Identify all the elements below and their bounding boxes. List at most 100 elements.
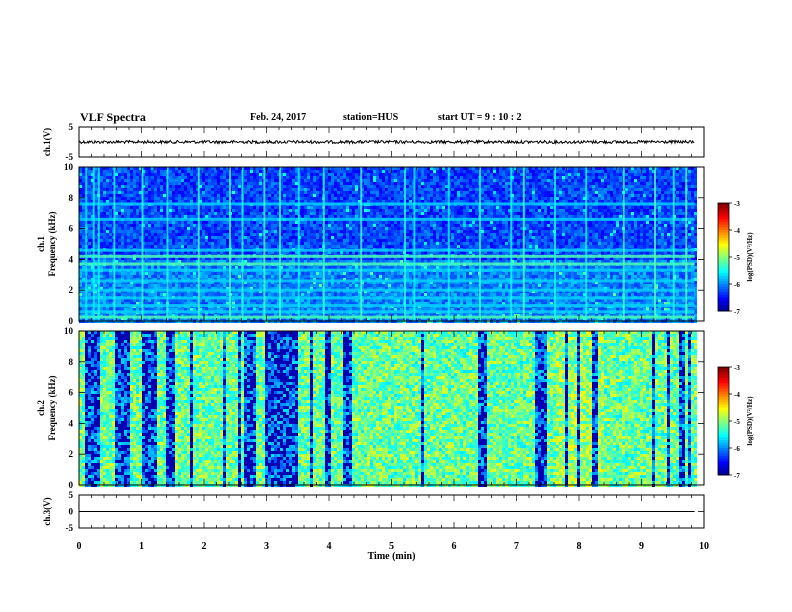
ch1-spectrogram-cell	[157, 179, 160, 182]
ch1-spectrogram-cell	[157, 185, 160, 188]
ch1-spectrogram-cell	[217, 212, 220, 215]
ch1-spectrogram-cell	[316, 173, 319, 176]
ch1-spectrogram-cell	[313, 293, 316, 296]
ch1-spectrogram-cell	[130, 242, 133, 245]
ch1-spectrogram-cell	[157, 224, 160, 227]
ch1-spectrogram-cell	[100, 167, 103, 170]
ch1-spectrogram-cell	[256, 224, 259, 227]
ch1-spectrogram-cell	[334, 284, 337, 287]
ch1-spectrogram-cell	[232, 251, 235, 254]
ch1-spectrogram-cell	[247, 173, 250, 176]
ch1-spectrogram-cell	[286, 176, 289, 179]
ch1-spectrogram-cell	[121, 287, 124, 290]
ch1-spectrogram-cell	[238, 293, 241, 296]
ch1-spectrogram-cell	[265, 233, 268, 236]
ch1-spectrogram-cell	[289, 170, 292, 173]
ch1-spectrogram-cell	[121, 194, 124, 197]
ch1-spectrogram-cell	[352, 272, 355, 275]
ch1-spectrogram-cell	[247, 236, 250, 239]
ch1-spectrogram-cell	[94, 251, 97, 254]
ch1-spectrogram-cell	[259, 260, 262, 263]
ch1-spectrogram-cell	[118, 212, 121, 215]
ch1-spectrogram-cell	[184, 239, 187, 242]
ch1-spectrogram-cell	[295, 272, 298, 275]
ch1-spectrogram-cell	[295, 194, 298, 197]
ch1-spectrogram-cell	[178, 275, 181, 278]
ch1-spectrogram-cell	[79, 224, 82, 227]
ch1-spectrogram-cell	[151, 287, 154, 290]
ch1-spectrogram-cell	[181, 212, 184, 215]
ch1-spectrogram-cell	[292, 230, 295, 233]
ch1-spectrogram-cell	[226, 251, 229, 254]
ch1-spectrogram-cell	[181, 275, 184, 278]
ch1-spectrogram-cell	[127, 185, 130, 188]
ch1-spectrogram-cell	[265, 185, 268, 188]
ch1-spectrogram-cell	[136, 284, 139, 287]
ch1-spectrogram-cell	[256, 215, 259, 218]
ch1-spectrogram-cell	[193, 242, 196, 245]
ch1-spectrogram-cell	[148, 191, 151, 194]
ch1-spectrogram-cell	[175, 191, 178, 194]
ch1-spectrogram-cell	[196, 224, 199, 227]
ch1-spectrogram-cell	[154, 239, 157, 242]
ch1-spectrogram-cell	[184, 227, 187, 230]
ch1-spectrogram-cell	[307, 299, 310, 302]
ch1-spectrogram-cell	[187, 287, 190, 290]
ch1-spectrogram-cell	[355, 206, 358, 209]
ch1-spectrogram-cell	[187, 197, 190, 200]
ch1-spectrogram-cell	[88, 191, 91, 194]
ch1-spectrogram-cell	[79, 233, 82, 236]
ch1-spectrogram-cell	[235, 260, 238, 263]
ch1-spectrogram-cell	[223, 167, 226, 170]
ch1-spectrogram-cell	[313, 242, 316, 245]
ch1-spectrogram-cell	[250, 179, 253, 182]
ch1-spectrogram-cell	[160, 260, 163, 263]
ch1-spectrogram-cell	[196, 230, 199, 233]
ch1-spectrogram-cell	[157, 236, 160, 239]
ch1-spectrogram-cell	[139, 188, 142, 191]
ch1-spectrogram-cell	[184, 197, 187, 200]
ch1-spectrogram-cell	[100, 275, 103, 278]
ch1-spectrogram-cell	[199, 173, 202, 176]
ch1-spectrogram-cell	[196, 215, 199, 218]
ch1-spectrogram-cell	[109, 215, 112, 218]
ch1-spectrogram-cell	[82, 257, 85, 260]
ch1-spectrogram-cell	[331, 299, 334, 302]
ch1-spectrogram-cell	[181, 227, 184, 230]
ch1-spectrogram-cell	[163, 272, 166, 275]
ch1-spectrogram-cell	[136, 308, 139, 311]
date-label: Feb. 24, 2017	[250, 112, 306, 123]
ch1-spectrogram-cell	[343, 197, 346, 200]
ch1-spectrogram-cell	[325, 194, 328, 197]
ch1-spectrogram-cell	[91, 293, 94, 296]
ch1-spectrogram-cell	[199, 275, 202, 278]
ch1-spectrogram-cell	[205, 170, 208, 173]
ch1-spectrogram-cell	[238, 221, 241, 224]
ch1-spectrogram-cell	[217, 182, 220, 185]
ch1-spectrogram-cell	[301, 266, 304, 269]
ch1-spectrogram-cell	[235, 236, 238, 239]
ch1-spectrogram-cell	[244, 227, 247, 230]
ch1-spectrogram-cell	[121, 308, 124, 311]
ch1-spectrogram-cell	[301, 176, 304, 179]
ch1-spectrogram-cell	[250, 167, 253, 170]
ch1-spectrogram-cell	[181, 206, 184, 209]
ch1-spectrogram-cell	[220, 194, 223, 197]
ch1-spectrogram-cell	[130, 215, 133, 218]
ch1-spectrogram-cell	[220, 236, 223, 239]
ch1-spectrogram-cell	[313, 224, 316, 227]
ch1-spectrogram-cell	[190, 242, 193, 245]
ch1-spectrogram-cell	[163, 293, 166, 296]
ch1-spectrogram-cell	[124, 215, 127, 218]
ch1-spectrogram-cell	[124, 275, 127, 278]
ch1-spectrogram-cell	[256, 302, 259, 305]
ch1-spectrogram-cell	[103, 251, 106, 254]
ch1-spectrogram-cell	[100, 230, 103, 233]
ch1-spectrogram-cell	[205, 200, 208, 203]
ch1-spectrogram-cell	[139, 194, 142, 197]
ch1-spectrogram-cell	[127, 242, 130, 245]
ch1-spectrogram-cell	[181, 221, 184, 224]
ch1-spectrogram-cell	[151, 191, 154, 194]
ch1-spectrogram-cell	[178, 188, 181, 191]
ch1-spectrogram-cell	[220, 197, 223, 200]
